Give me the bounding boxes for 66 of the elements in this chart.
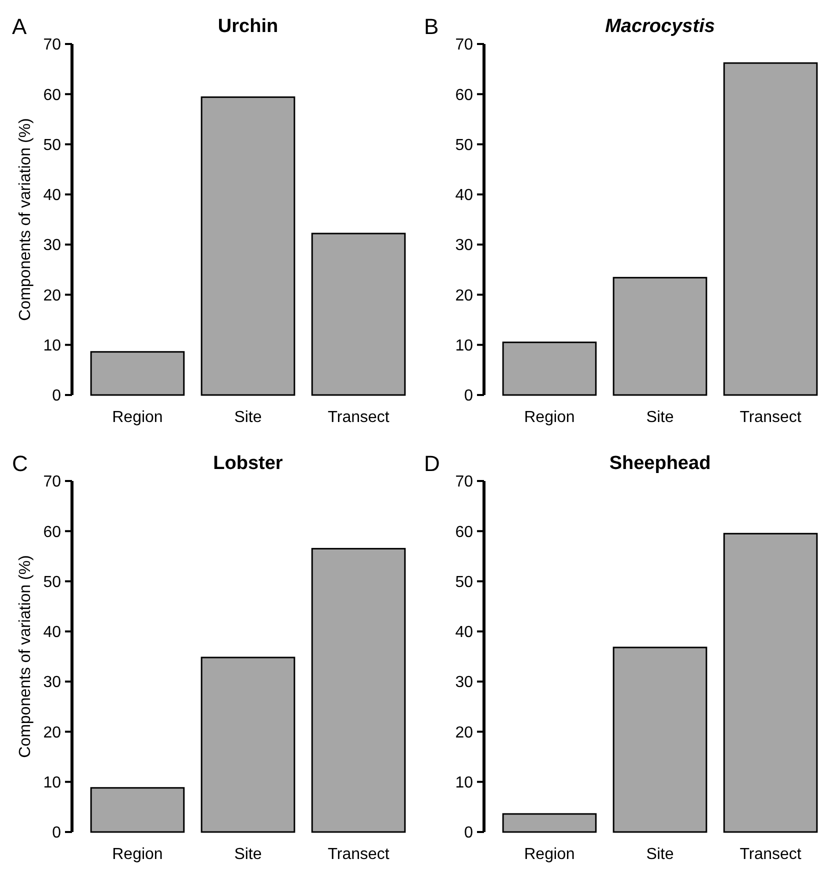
x-tick-label: Site <box>646 409 674 426</box>
y-tick-label: 30 <box>43 674 62 692</box>
y-tick-label: 60 <box>455 524 474 541</box>
y-tick-label: 40 <box>43 624 62 642</box>
y-tick-label: 20 <box>43 724 62 742</box>
y-tick-label: 30 <box>43 237 62 254</box>
y-tick-label: 0 <box>52 388 62 405</box>
y-tick-label: 0 <box>52 824 62 842</box>
x-tick-label: Site <box>234 846 262 863</box>
text: B <box>424 14 439 39</box>
x-tick-label: Transect <box>740 846 802 863</box>
y-tick-label: 10 <box>43 337 62 354</box>
x-tick-label: Region <box>524 846 575 863</box>
text: C <box>12 451 28 476</box>
text: A <box>12 14 27 39</box>
y-tick-label: 0 <box>464 824 474 842</box>
y-tick-label: 70 <box>455 36 474 54</box>
y-axis-title: Components of variation (%) <box>17 118 34 321</box>
chart-title: Lobster <box>213 453 284 474</box>
y-tick-label: 20 <box>455 724 474 742</box>
y-tick-label: 50 <box>455 574 474 591</box>
x-tick-label: Site <box>234 409 262 426</box>
bar <box>90 787 185 833</box>
y-tick-label: 0 <box>464 388 474 405</box>
bar <box>502 342 597 396</box>
y-tick-label: 60 <box>455 86 474 104</box>
y-tick-label: 70 <box>43 36 62 54</box>
bar <box>90 351 185 396</box>
bar <box>723 62 818 396</box>
y-tick-label: 10 <box>455 337 474 354</box>
y-tick-label: 70 <box>43 474 62 491</box>
bar <box>311 232 406 396</box>
y-tick-label: 50 <box>455 136 474 154</box>
text: D <box>424 451 440 476</box>
bar <box>200 96 296 396</box>
y-tick-label: 70 <box>455 474 474 491</box>
y-tick-label: 30 <box>455 674 474 692</box>
y-tick-label: 50 <box>43 574 62 591</box>
bar <box>200 656 296 833</box>
x-tick-label: Region <box>112 409 163 426</box>
y-tick-label: 60 <box>43 524 62 541</box>
y-tick-label: 40 <box>43 187 62 204</box>
bar <box>311 548 406 833</box>
y-tick-label: 50 <box>43 136 62 154</box>
x-tick-label: Transect <box>328 409 390 426</box>
bar <box>723 532 818 833</box>
bar <box>612 276 708 396</box>
chart-title: Macrocystis <box>605 16 715 37</box>
bar <box>502 813 597 833</box>
bar <box>612 646 708 833</box>
y-tick-label: 10 <box>455 774 474 792</box>
y-tick-label: 60 <box>43 86 62 104</box>
x-tick-label: Region <box>524 409 575 426</box>
chart-title: Sheephead <box>609 453 711 474</box>
y-tick-label: 20 <box>43 287 62 304</box>
x-tick-label: Site <box>646 846 674 863</box>
x-tick-label: Region <box>112 846 163 863</box>
y-tick-label: 40 <box>455 624 474 642</box>
chart-title: Urchin <box>218 16 278 37</box>
y-axis-title: Components of variation (%) <box>17 555 34 758</box>
x-tick-label: Transect <box>740 409 802 426</box>
y-tick-label: 30 <box>455 237 474 254</box>
y-tick-label: 10 <box>43 774 62 792</box>
y-tick-label: 40 <box>455 187 474 204</box>
y-tick-label: 20 <box>455 287 474 304</box>
x-tick-label: Transect <box>328 846 390 863</box>
